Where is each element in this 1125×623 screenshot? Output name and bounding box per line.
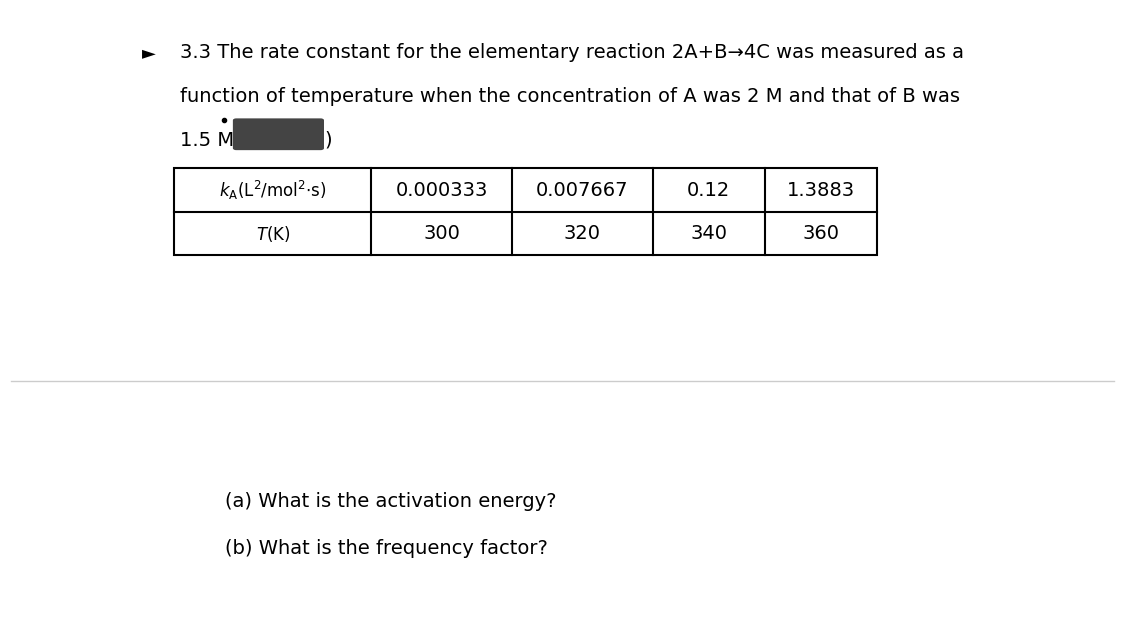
Text: ): ) [324, 131, 332, 150]
Text: 0.12: 0.12 [687, 181, 730, 199]
Text: (a) What is the activation energy?: (a) What is the activation energy? [225, 492, 557, 511]
Bar [174, 168, 878, 255]
Text: $T\mathrm{(K)}$: $T\mathrm{(K)}$ [255, 224, 290, 244]
Text: function of temperature when the concentration of A was 2 M and that of B was: function of temperature when the concent… [180, 87, 960, 106]
Text: 0.007667: 0.007667 [536, 181, 629, 199]
Text: 1.3883: 1.3883 [788, 181, 855, 199]
FancyBboxPatch shape [233, 118, 324, 150]
Text: (b) What is the frequency factor?: (b) What is the frequency factor? [225, 539, 548, 558]
Text: 360: 360 [803, 224, 839, 243]
Text: 0.000333: 0.000333 [395, 181, 488, 199]
Text: 340: 340 [691, 224, 727, 243]
Text: 320: 320 [564, 224, 601, 243]
Text: ►: ► [142, 44, 155, 62]
Text: 300: 300 [423, 224, 460, 243]
Text: $k_\mathrm{A}(\mathrm{L}^2/\mathrm{mol}^2{\cdot}\mathrm{s})$: $k_\mathrm{A}(\mathrm{L}^2/\mathrm{mol}^… [219, 178, 326, 202]
Text: 1.5 M. (: 1.5 M. ( [180, 131, 254, 150]
Text: 3.3 The rate constant for the elementary reaction 2A+B→4C was measured as a: 3.3 The rate constant for the elementary… [180, 44, 964, 62]
